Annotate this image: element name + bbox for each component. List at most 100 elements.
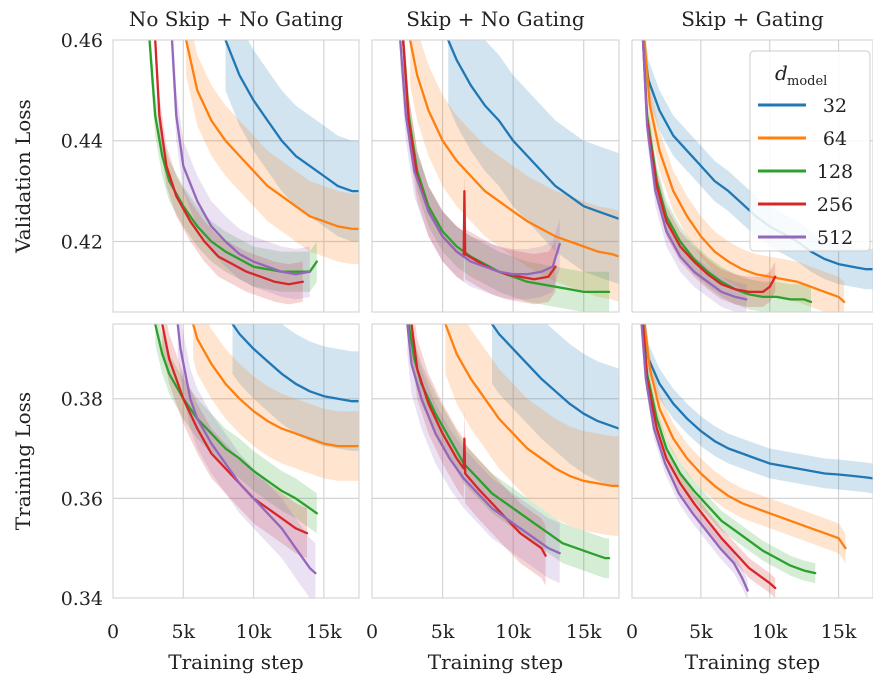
x-tick-label: 10k [752, 621, 788, 643]
plot-area [641, 40, 873, 312]
series-band-256 [411, 324, 546, 586]
legend-label-64: 64 [823, 128, 847, 150]
series-band-128 [149, 40, 317, 292]
series-band-64 [186, 40, 359, 265]
x-axis-label: Training step [428, 650, 563, 674]
y-axis-label: Validation Loss [11, 99, 35, 254]
panel-frame [112, 323, 360, 599]
legend-label-128: 128 [817, 161, 853, 183]
series-line-64 [643, 40, 846, 304]
panel-frame [631, 323, 873, 599]
panel-top-middle: Skip + No Gating [371, 7, 620, 313]
series-band-32 [492, 324, 619, 489]
x-tick-label: 5k [431, 621, 455, 643]
series-line-64 [408, 40, 619, 258]
series-line-256 [410, 324, 547, 557]
panel-title: No Skip + No Gating [129, 7, 344, 31]
series-line-128 [407, 324, 611, 560]
x-axis-label: Training step [168, 650, 303, 674]
y-tick-label: 0.46 [61, 30, 103, 52]
series-band-128 [643, 40, 811, 312]
series-line-32 [231, 324, 359, 403]
plot-area [148, 40, 359, 305]
series-line-512 [640, 324, 749, 592]
panel-frame [631, 39, 873, 313]
plot-area [640, 324, 873, 598]
series-line-256 [641, 40, 777, 294]
x-tick-label: 0 [626, 621, 638, 643]
x-axis-label: Training step [685, 650, 820, 674]
plot-area [399, 40, 619, 312]
series-band-512 [407, 324, 560, 584]
series-line-32 [447, 40, 619, 220]
series-line-64 [444, 324, 619, 488]
panel-title: Skip + Gating [681, 7, 824, 31]
x-tick-label: 5k [689, 621, 713, 643]
x-tick-label: 0 [366, 621, 378, 643]
x-tick-label: 0 [107, 621, 119, 643]
panel-title: Skip + No Gating [406, 7, 585, 31]
series-band-64 [445, 324, 619, 536]
x-tick-label: 10k [495, 621, 531, 643]
legend-label-32: 32 [823, 95, 847, 117]
series-band-128 [643, 324, 816, 584]
series-band-64 [644, 324, 846, 564]
legend-title-subscript: model [787, 74, 827, 89]
series-line-512 [406, 324, 561, 555]
series-line-128 [641, 324, 817, 575]
x-tick-label: 15k [566, 621, 602, 643]
series-band-32 [643, 40, 873, 290]
y-axis-label: Training Loss [11, 392, 35, 530]
series-band-256 [155, 40, 303, 305]
panel-top-left: No Skip + No Gating 0.42 0.44 0.46 Validatio… [11, 7, 360, 313]
series-line-128 [148, 40, 318, 273]
legend-title: d [775, 61, 788, 85]
panel-frame [112, 39, 360, 313]
series-band-256 [643, 324, 776, 598]
series-line-64 [643, 324, 847, 550]
x-tick-label: 10k [236, 621, 272, 643]
x-tick-label: 5k [171, 621, 195, 643]
series-band-512 [177, 324, 316, 598]
series-line-512 [170, 40, 311, 276]
y-tick-label: 0.34 [61, 588, 103, 610]
panel-frame [371, 39, 620, 313]
legend: d model 32 64 128 256 512 [749, 50, 871, 252]
series-line-32 [490, 324, 619, 430]
legend-box [749, 50, 871, 252]
panel-background [113, 324, 359, 598]
series-band-32 [225, 40, 359, 242]
series-line-512 [176, 324, 317, 575]
series-line-64 [191, 324, 359, 448]
series-line-64 [184, 40, 359, 231]
series-line-512 [399, 40, 561, 276]
legend-label-512: 512 [817, 227, 853, 249]
series-band-512 [643, 40, 747, 312]
x-tick-label: 15k [306, 621, 342, 643]
y-tick-label: 0.44 [61, 131, 103, 153]
series-line-512 [641, 40, 748, 301]
series-band-32 [232, 324, 359, 451]
plot-area [154, 324, 359, 598]
series-band-64 [644, 40, 845, 312]
series-band-128 [155, 324, 317, 534]
series-line-256 [641, 324, 777, 590]
plot-area [406, 324, 619, 586]
panel-background [372, 40, 619, 312]
series-band-256 [403, 40, 556, 305]
series-band-64 [410, 40, 619, 302]
panel-frame [371, 323, 620, 599]
series-line-256 [161, 324, 309, 535]
panel-bottom-left: 0.34 0.36 0.38 Training Loss 0 5k 10k 15kTraini… [11, 323, 360, 674]
series-line-128 [641, 40, 813, 304]
y-tick-label: 0.36 [61, 488, 103, 510]
y-tick-label: 0.38 [61, 389, 103, 411]
series-line-256 [154, 40, 304, 286]
series-line-128 [154, 324, 318, 515]
series-line-32 [643, 324, 873, 480]
series-band-256 [162, 324, 307, 559]
